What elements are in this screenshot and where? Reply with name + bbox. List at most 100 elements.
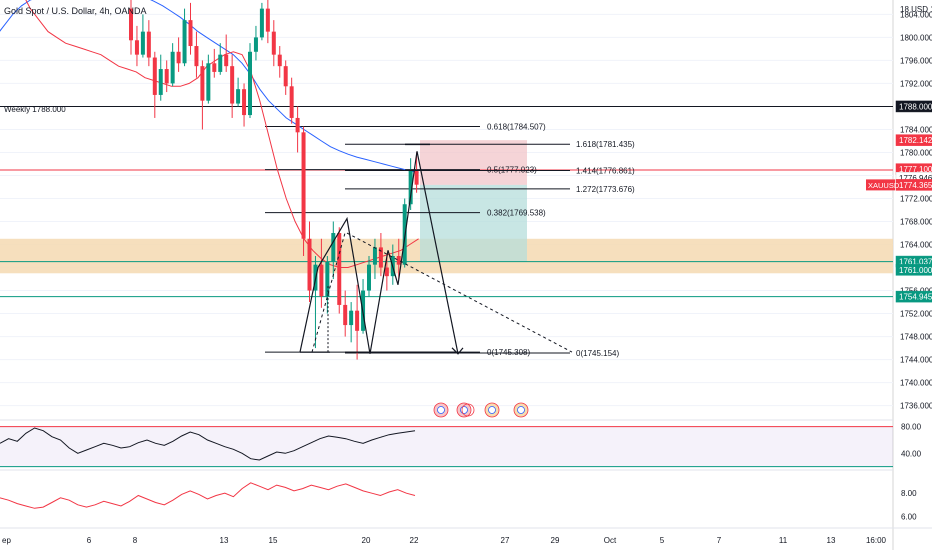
candle: [158, 54, 163, 101]
candle-body: [188, 20, 193, 47]
price-tag-text: 1761.037: [899, 258, 932, 267]
event-flag-icon: [437, 406, 445, 414]
candle-body: [349, 310, 354, 326]
price-tag-text: 1788.000: [899, 102, 932, 111]
price-tick: 1740.000: [900, 379, 932, 388]
candle-body: [218, 54, 223, 72]
price-tick: 1784.000: [900, 125, 932, 134]
price-tag-bg: [895, 179, 932, 191]
fib-ext-label: 0(1745.154): [576, 349, 619, 358]
candle: [129, 0, 133, 55]
candle-body: [384, 267, 389, 277]
price-tick: 1796.000: [900, 56, 932, 65]
candle: [265, 0, 270, 44]
candle: [152, 51, 157, 118]
candle-body: [253, 37, 258, 52]
candle: [372, 238, 377, 280]
candle-body: [212, 63, 217, 72]
candle: [355, 284, 360, 360]
candle: [367, 256, 371, 297]
candle: [253, 25, 258, 61]
candle: [295, 106, 300, 153]
symbol-title: Gold Spot / U.S. Dollar, 4h, OANDA: [4, 6, 147, 16]
time-tick: 6: [87, 536, 92, 545]
event-flag-icon: [456, 402, 475, 418]
price-tag-bg: [895, 290, 932, 303]
pattern-drawing: [299, 143, 573, 355]
rsi-band: [0, 426, 893, 467]
candle-body: [343, 304, 348, 326]
candle-body: [164, 69, 169, 84]
candles: [129, 0, 419, 360]
candle-body: [146, 31, 151, 58]
time-tick: 27: [501, 536, 510, 545]
rsi-tick: 40.00: [901, 449, 922, 458]
osc-tick: 8.00: [901, 489, 917, 498]
candle: [289, 77, 294, 124]
price-tick: 1768.000: [900, 218, 932, 227]
price-tag-text: 1761.000: [899, 266, 932, 275]
candle: [206, 54, 211, 104]
time-tick: 8: [133, 536, 138, 545]
arrow-head: [451, 347, 464, 355]
candle-body: [301, 132, 306, 239]
price-tick: 18 USD 10: [900, 5, 932, 14]
candle-body: [152, 57, 157, 95]
weekly-label: Weekly 1788.000: [4, 105, 66, 114]
candle-body: [194, 46, 199, 67]
event-flag-icon: [517, 406, 525, 414]
price-tick: 1772.000: [900, 194, 932, 203]
price-tick: 1744.000: [900, 356, 932, 365]
candle-body: [265, 8, 270, 32]
time-tick: 5: [660, 536, 665, 545]
candle: [236, 77, 241, 107]
fib-label: 0.382(1769.538): [487, 209, 546, 218]
fib-ext-label: 1.414(1776.861): [576, 167, 635, 176]
price-tag: 1782.142: [895, 134, 932, 146]
candle-body: [224, 54, 229, 67]
oscillator-line: [0, 482, 416, 509]
candle: [402, 198, 407, 268]
candle-body: [289, 86, 294, 118]
candle-body: [206, 63, 211, 101]
time-tick: 22: [410, 536, 419, 545]
event-flag-icon: [461, 403, 475, 417]
candle-body: [271, 31, 276, 55]
candle: [307, 221, 312, 303]
zones: [0, 140, 893, 274]
candle: [242, 83, 247, 127]
event-flag-icon: [460, 406, 468, 414]
dashed-projection: [311, 232, 346, 353]
candle: [248, 43, 252, 118]
time-tick: 16:00: [866, 536, 887, 545]
candle: [164, 60, 169, 93]
candle-body: [170, 51, 175, 84]
price-tag-text: 1754.945: [899, 293, 932, 302]
candle-body: [259, 8, 264, 38]
fib-ext-label: 1.618(1781.435): [576, 140, 635, 149]
price-tag-text: 1776.946: [899, 174, 932, 183]
event-flag-icon: [484, 402, 500, 418]
price-tick: 1752.000: [900, 310, 932, 319]
price-tag-bg: [895, 100, 932, 113]
candle: [319, 238, 324, 308]
candle: [378, 233, 383, 277]
candle: [396, 238, 401, 280]
rsi-line: [0, 427, 416, 461]
price-tick: 1800.000: [900, 33, 932, 42]
candle-body: [283, 66, 288, 87]
candle-body: [176, 51, 181, 64]
symbol-tag-bg: [866, 179, 895, 191]
candle: [271, 20, 276, 67]
stop-loss-box: [420, 140, 527, 185]
candle-body: [337, 233, 342, 305]
candle-body: [230, 66, 235, 104]
symbol-tag: XAUUSD: [868, 181, 900, 190]
price-tag-text: 1774.365: [899, 181, 932, 190]
time-tick: 13: [220, 536, 229, 545]
price-tag: 1788.000: [895, 100, 932, 113]
time-tick: 29: [551, 536, 560, 545]
time-tick: 15: [269, 536, 278, 545]
sma-fast-line: [25, 0, 419, 268]
